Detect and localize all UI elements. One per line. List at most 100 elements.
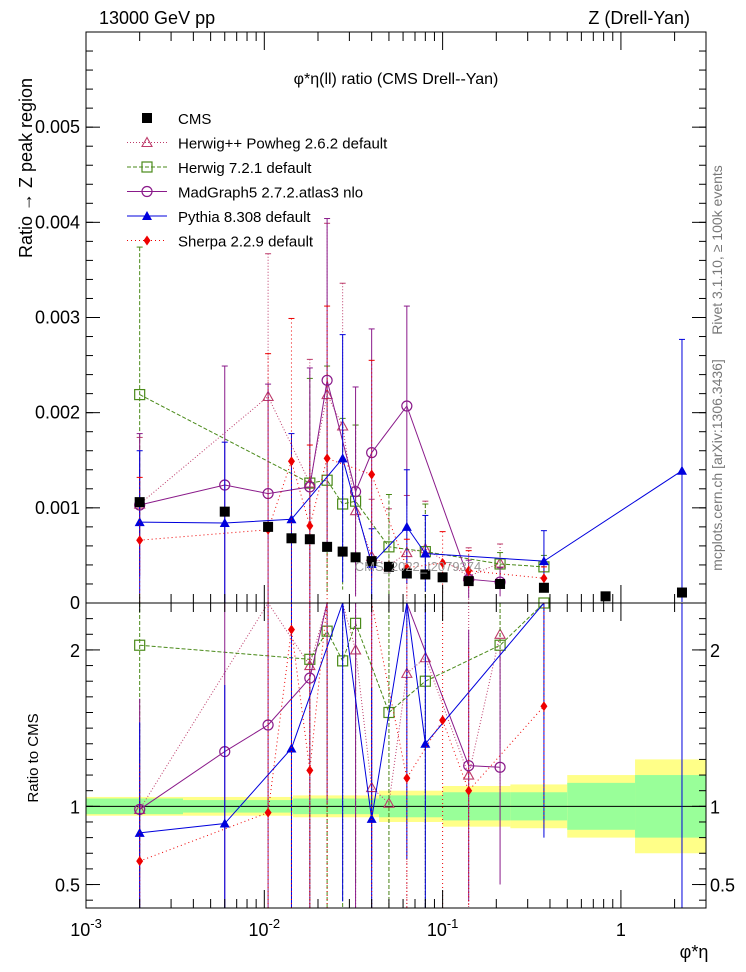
series-line-ratio: [139, 602, 545, 714]
data-point-top: [465, 565, 473, 576]
cms-data-point: [600, 591, 611, 602]
cms-data-point: [538, 582, 549, 593]
data-point-top: [321, 374, 333, 386]
legend-marker: [141, 161, 153, 173]
data-point-top: [401, 521, 412, 531]
cms-data-point: [286, 533, 297, 544]
data-point-ratio: [494, 628, 507, 639]
legend-label: MadGraph5 2.7.2.atlas3 nlo: [178, 185, 363, 202]
series-line-ratio: [139, 602, 501, 810]
cms-data-point: [337, 546, 348, 557]
cms-data-point: [322, 541, 333, 552]
cms-data-point: [437, 572, 448, 583]
data-point-ratio: [540, 701, 548, 712]
data-point-top: [134, 388, 146, 401]
data-point-top: [538, 556, 549, 566]
cms-data-point: [219, 506, 230, 517]
legend-label: Herwig++ Powheg 2.6.2 default: [178, 136, 388, 153]
cms-data-point: [401, 568, 412, 579]
legend-label: Pythia 8.308 default: [178, 209, 311, 226]
data-point-top: [401, 400, 413, 412]
legend-label: Sherpa 2.2.9 default: [178, 234, 314, 251]
x-tick-label: 1: [616, 920, 626, 940]
data-point-top: [540, 573, 548, 584]
x-axis-label: φ*η: [680, 942, 709, 962]
bottom-y-tick-label-right: 2: [710, 641, 720, 661]
top-y-tick-label: 0.004: [35, 212, 80, 232]
uncertainty-band: [86, 759, 706, 854]
bottom-y-tick-label: 0.5: [55, 876, 80, 896]
data-point-top: [306, 520, 314, 531]
plot-title: φ*η(ll) ratio (CMS Drell--Yan): [294, 71, 499, 88]
top-y-tick-label: 0.001: [35, 498, 80, 518]
cms-data-point: [420, 569, 431, 580]
top-y-tick-label: 0: [70, 593, 80, 613]
bottom-ylabel: Ratio to CMS: [25, 713, 42, 802]
x-tick-exponent: -3: [90, 916, 102, 931]
series-line-top: [139, 457, 544, 579]
cms-data-point: [495, 578, 506, 589]
bottom-y-tick-label-right: 1: [710, 797, 720, 817]
data-point-ratio: [494, 761, 506, 773]
data-point-ratio: [136, 856, 144, 867]
legend-marker: [142, 113, 152, 123]
data-point-top: [366, 447, 378, 459]
bottom-y-tick-label: 1: [70, 797, 80, 817]
data-point-ratio: [439, 715, 447, 726]
cms-data-point: [676, 587, 687, 598]
legend: CMS Herwig++ Powheg 2.6.2 default Herwig 7…: [127, 111, 388, 251]
legend-marker: [141, 136, 153, 148]
cms-data-point: [304, 534, 315, 545]
data-point-ratio: [403, 773, 411, 784]
bottom-y-tick-label-right: 0.5: [710, 876, 735, 896]
bottom-y-tick-label: 2: [70, 641, 80, 661]
legend-marker: [141, 185, 153, 198]
data-point-top: [219, 518, 230, 528]
data-point-ratio: [366, 813, 377, 823]
data-point-top: [136, 535, 144, 546]
series-layer: [133, 218, 687, 908]
series-line-ratio: [139, 602, 545, 862]
cms-data-point: [134, 497, 145, 508]
top-ylabel: Ratio → Z peak region: [16, 78, 36, 258]
series-line-ratio: [139, 602, 501, 810]
data-point-top: [420, 548, 431, 558]
series-cms: [134, 497, 687, 602]
data-point-ratio: [306, 765, 314, 776]
x-tick-label: 10-3: [70, 916, 102, 940]
bottom-panel-frame: [85, 602, 707, 909]
x-tick-label: 10-1: [427, 916, 459, 940]
legend-marker: [143, 235, 151, 246]
process-label: Z (Drell-Yan): [588, 8, 690, 28]
legend-label: Herwig 7.2.1 default: [178, 160, 312, 177]
analysis-watermark: CMS_2022_I2079374: [355, 559, 482, 574]
data-point-top: [323, 453, 331, 464]
mcplots-label: mcplots.cern.ch [arXiv:1306.3436]: [709, 359, 725, 571]
cms-data-point: [263, 521, 274, 532]
data-point-top: [287, 456, 295, 467]
rivet-label: Rivet 3.1.10, ≥ 100k events: [709, 165, 725, 335]
legend-marker: [142, 211, 152, 220]
data-point-top: [383, 541, 395, 553]
x-tick-exponent: -1: [447, 916, 459, 931]
top-y-tick-label: 0.002: [35, 403, 80, 423]
data-point-top: [337, 453, 348, 463]
data-point-top: [368, 469, 376, 480]
data-point-ratio: [264, 807, 272, 818]
data-point-top: [439, 558, 447, 569]
data-point-ratio: [219, 818, 230, 828]
cms-data-point: [383, 561, 394, 572]
series-line-top: [139, 380, 501, 583]
data-point-ratio: [420, 738, 431, 748]
x-tick-exponent: -2: [269, 916, 281, 931]
top-y-tick-label: 0.003: [35, 308, 80, 328]
axes: 10-3 10-2 10-1 1 0 0.001 0.002 0.003 0.004 0.005 0…: [35, 31, 735, 940]
data-point-ratio: [287, 624, 295, 635]
data-point-top: [349, 486, 362, 498]
cms-data-point: [366, 556, 377, 567]
x-tick-label: 10-2: [249, 916, 281, 940]
legend-label: CMS: [178, 111, 211, 128]
data-point-ratio: [465, 785, 473, 796]
cms-data-point: [463, 576, 474, 587]
